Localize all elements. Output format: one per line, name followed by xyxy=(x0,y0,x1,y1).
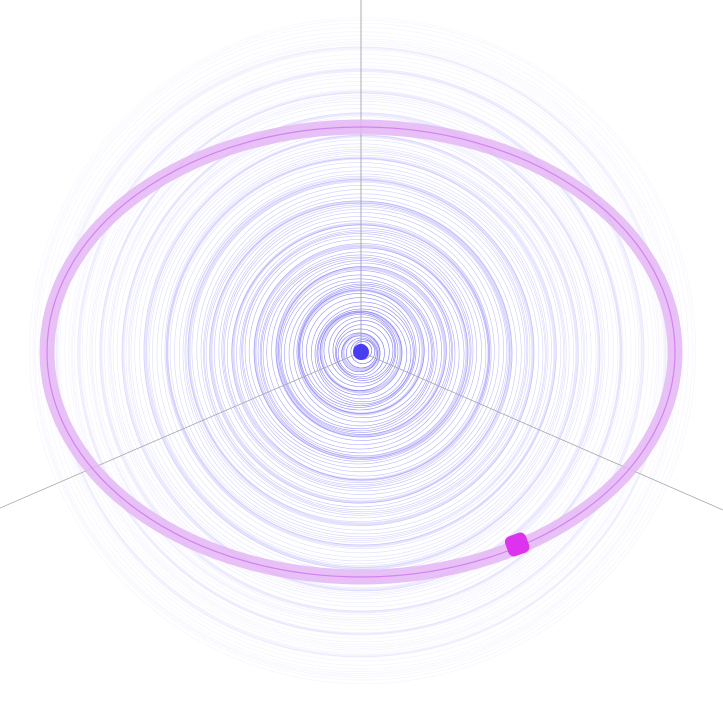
ring xyxy=(29,17,696,685)
ring xyxy=(151,146,567,562)
ring xyxy=(226,220,492,486)
ring xyxy=(316,308,408,400)
ring xyxy=(221,208,505,492)
ring xyxy=(239,229,487,477)
ring xyxy=(77,69,642,635)
ring xyxy=(104,94,621,612)
ring xyxy=(205,200,513,508)
ring xyxy=(107,96,619,608)
ring xyxy=(260,254,460,454)
ring xyxy=(32,19,694,681)
ring xyxy=(248,239,472,462)
ring xyxy=(167,158,552,543)
ring xyxy=(64,54,660,649)
ring xyxy=(68,58,658,647)
ring xyxy=(259,251,465,457)
ring xyxy=(191,181,529,519)
ring xyxy=(59,49,661,651)
ring xyxy=(204,197,517,511)
ring xyxy=(110,100,610,600)
ring xyxy=(161,150,564,554)
ring xyxy=(332,320,394,381)
ring xyxy=(317,310,403,396)
ring xyxy=(182,173,544,535)
ring xyxy=(257,247,469,459)
ring xyxy=(271,260,452,441)
ring xyxy=(341,335,378,373)
ring xyxy=(236,227,489,481)
ring xyxy=(94,89,624,619)
ring xyxy=(148,143,570,565)
orbit-marker xyxy=(504,532,530,557)
ring xyxy=(284,278,435,430)
ring xyxy=(187,179,531,522)
center-core xyxy=(353,344,369,360)
ring xyxy=(178,170,546,538)
ring xyxy=(203,193,522,513)
ring xyxy=(169,162,549,541)
axis-x xyxy=(0,351,362,509)
ring xyxy=(262,256,456,450)
ring xyxy=(253,243,471,460)
ring xyxy=(72,65,649,643)
ring xyxy=(146,135,579,568)
ring xyxy=(164,152,562,549)
ring xyxy=(311,301,414,405)
ring xyxy=(328,316,396,384)
ring xyxy=(112,103,606,597)
ring xyxy=(275,262,451,438)
ring xyxy=(184,175,540,531)
ring xyxy=(337,332,381,376)
ring xyxy=(92,85,627,621)
ring xyxy=(209,202,510,504)
ring xyxy=(323,314,397,387)
ring xyxy=(200,189,526,514)
ring xyxy=(336,328,385,378)
ring xyxy=(86,73,640,627)
ring xyxy=(319,312,399,391)
ring xyxy=(244,235,474,465)
ring xyxy=(296,285,430,419)
orbit-ring-edge xyxy=(46,126,676,578)
ring xyxy=(109,98,614,603)
ring xyxy=(301,293,417,408)
axis-z xyxy=(360,351,723,511)
ring xyxy=(242,233,478,468)
ring xyxy=(174,166,547,540)
ring xyxy=(116,108,604,595)
ring xyxy=(71,62,654,646)
ring xyxy=(350,339,376,364)
ring xyxy=(314,305,412,403)
ring xyxy=(89,76,637,624)
ring xyxy=(299,289,420,411)
ring xyxy=(293,283,432,423)
ring xyxy=(218,206,508,495)
ring xyxy=(55,46,663,654)
ring xyxy=(224,216,495,487)
ring xyxy=(306,297,415,406)
ring xyxy=(280,274,438,432)
ring xyxy=(335,324,390,379)
ring xyxy=(185,177,535,527)
ring xyxy=(278,266,447,435)
ring xyxy=(196,185,528,516)
ring xyxy=(241,231,482,473)
ring xyxy=(73,67,645,639)
ring xyxy=(121,112,603,594)
ring xyxy=(125,116,601,592)
ring xyxy=(35,26,684,676)
ring xyxy=(266,258,453,446)
